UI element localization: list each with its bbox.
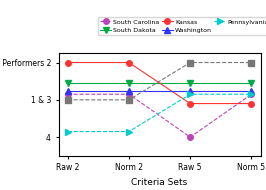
Kansas	[189, 102, 192, 105]
Kansas	[66, 61, 69, 64]
Illinois	[66, 99, 69, 101]
Washington	[250, 89, 253, 92]
Kansas	[127, 61, 131, 64]
Line: South Carolina: South Carolina	[65, 91, 254, 140]
Washington	[189, 89, 192, 92]
Pennsylvania	[189, 93, 192, 95]
Washington	[127, 89, 131, 92]
Pennsylvania	[127, 130, 131, 133]
Legend: South Carolina, South Dakota, Kansas, Washington, Pennsylvania, Illinois: South Carolina, South Dakota, Kansas, Wa…	[98, 17, 266, 35]
Line: Washington: Washington	[65, 88, 254, 93]
X-axis label: Criteria Sets: Criteria Sets	[131, 178, 188, 187]
Line: Pennsylvania: Pennsylvania	[64, 91, 255, 135]
Pennsylvania	[250, 93, 253, 95]
South Dakota	[250, 82, 253, 84]
South Carolina	[66, 93, 69, 95]
Kansas	[250, 102, 253, 105]
South Dakota	[66, 82, 69, 84]
Illinois	[189, 61, 192, 64]
Line: South Dakota: South Dakota	[64, 80, 255, 86]
South Carolina	[189, 136, 192, 138]
South Carolina	[127, 93, 131, 95]
Pennsylvania	[66, 130, 69, 133]
Illinois	[250, 61, 253, 64]
South Dakota	[189, 82, 192, 84]
Line: Illinois: Illinois	[65, 60, 254, 103]
Line: Kansas: Kansas	[65, 60, 254, 106]
Illinois	[127, 99, 131, 101]
South Dakota	[127, 82, 131, 84]
South Carolina	[250, 93, 253, 95]
Washington	[66, 89, 69, 92]
